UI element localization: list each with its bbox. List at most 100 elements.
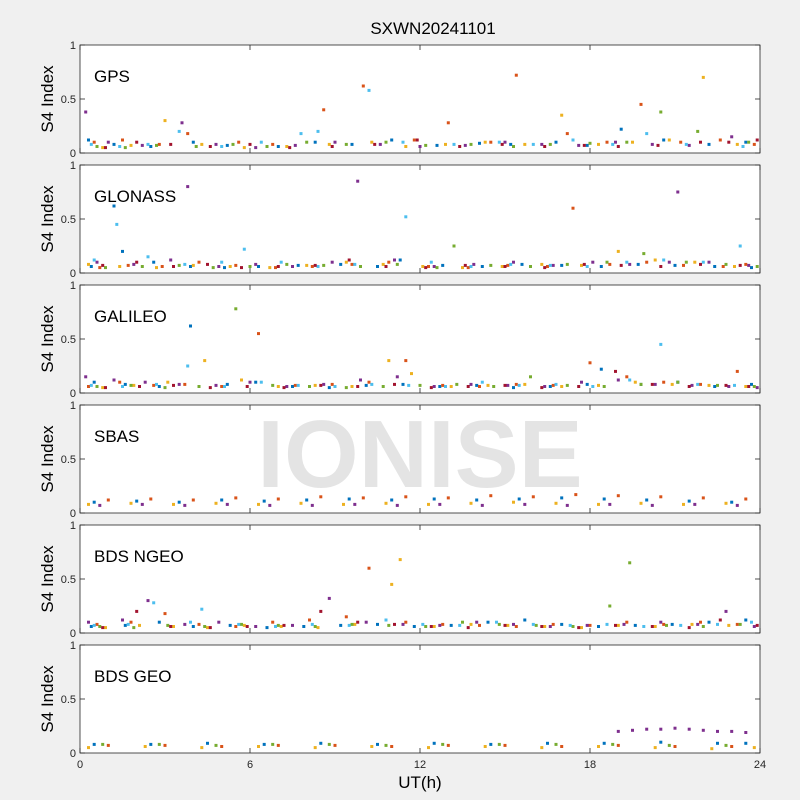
data-point bbox=[540, 386, 544, 390]
data-point bbox=[393, 258, 396, 262]
data-point bbox=[506, 263, 510, 267]
data-point bbox=[248, 380, 252, 384]
data-point bbox=[344, 142, 348, 146]
y-tick-label: 0.5 bbox=[61, 574, 76, 586]
data-point bbox=[483, 140, 487, 144]
series-5 bbox=[89, 88, 745, 148]
data-point bbox=[322, 382, 326, 386]
y-axis-label: S4 Index bbox=[38, 545, 57, 613]
data-point bbox=[106, 743, 110, 747]
data-point bbox=[140, 265, 144, 268]
y-tick-label: 0.5 bbox=[61, 454, 76, 466]
data-point bbox=[344, 260, 348, 264]
data-point bbox=[104, 146, 107, 150]
data-point bbox=[461, 620, 464, 624]
data-point bbox=[367, 566, 371, 570]
data-point bbox=[291, 623, 294, 627]
data-point bbox=[415, 138, 419, 142]
data-point bbox=[384, 743, 388, 747]
data-point bbox=[353, 262, 357, 266]
data-point bbox=[605, 622, 609, 626]
data-point bbox=[350, 385, 354, 388]
data-point bbox=[104, 626, 107, 630]
data-point bbox=[191, 263, 195, 267]
panel-label: GLONASS bbox=[94, 187, 176, 206]
data-point bbox=[659, 620, 663, 624]
data-point bbox=[616, 145, 620, 148]
data-point bbox=[330, 145, 334, 148]
data-point bbox=[733, 265, 736, 268]
data-point bbox=[401, 140, 405, 144]
data-point bbox=[155, 382, 158, 386]
data-point bbox=[614, 369, 617, 373]
data-point bbox=[713, 385, 717, 388]
data-point bbox=[401, 382, 405, 386]
data-point bbox=[495, 620, 498, 624]
data-point bbox=[92, 742, 96, 746]
data-point bbox=[616, 623, 620, 627]
data-point bbox=[234, 496, 238, 500]
series-2 bbox=[101, 359, 748, 390]
data-point bbox=[750, 620, 753, 624]
data-point bbox=[531, 142, 535, 146]
data-point bbox=[531, 495, 535, 499]
series-6 bbox=[101, 258, 742, 270]
data-point bbox=[444, 142, 447, 146]
data-point bbox=[625, 140, 629, 144]
data-point bbox=[667, 138, 671, 142]
data-point bbox=[390, 745, 394, 748]
data-point bbox=[327, 596, 331, 600]
data-point bbox=[237, 622, 241, 626]
data-point bbox=[560, 622, 564, 626]
series-2 bbox=[87, 249, 736, 270]
data-point bbox=[214, 501, 218, 505]
data-point bbox=[276, 497, 280, 501]
data-point bbox=[265, 626, 269, 630]
data-point bbox=[707, 260, 711, 264]
data-point bbox=[565, 383, 569, 387]
data-point bbox=[512, 386, 515, 390]
data-point bbox=[665, 623, 668, 627]
data-point bbox=[696, 382, 700, 386]
data-point bbox=[271, 142, 275, 146]
data-point bbox=[92, 500, 96, 504]
data-point bbox=[390, 138, 394, 142]
data-point bbox=[118, 380, 122, 384]
data-point bbox=[427, 502, 430, 506]
data-point bbox=[512, 500, 515, 504]
data-point bbox=[554, 742, 558, 746]
data-point bbox=[223, 266, 226, 270]
data-point bbox=[466, 626, 470, 630]
data-point bbox=[755, 138, 759, 142]
data-point bbox=[276, 385, 280, 388]
data-point bbox=[619, 127, 623, 131]
data-point bbox=[177, 382, 181, 386]
data-point bbox=[514, 382, 518, 386]
data-point bbox=[101, 626, 105, 630]
series-1 bbox=[106, 743, 734, 748]
data-point bbox=[424, 266, 428, 270]
data-point bbox=[727, 623, 731, 627]
data-point bbox=[87, 620, 90, 624]
data-point bbox=[200, 607, 204, 611]
data-point bbox=[735, 503, 739, 507]
data-point bbox=[172, 383, 175, 387]
data-point bbox=[274, 266, 277, 270]
data-point bbox=[92, 140, 96, 144]
data-point bbox=[441, 742, 445, 746]
data-point bbox=[744, 385, 748, 388]
panel-5: 0 0.5 1 BDS GEO S4 Index bbox=[38, 640, 761, 760]
data-point bbox=[435, 266, 439, 270]
panel-4: 0 0.5 1 BDS NGEO S4 Index bbox=[38, 520, 761, 640]
data-point bbox=[571, 206, 575, 210]
data-point bbox=[693, 260, 697, 264]
data-point bbox=[676, 380, 680, 384]
data-point bbox=[163, 386, 167, 390]
panel-label: SBAS bbox=[94, 427, 139, 446]
data-point bbox=[401, 622, 405, 626]
data-point bbox=[614, 140, 617, 144]
data-point bbox=[228, 265, 232, 268]
data-point bbox=[112, 378, 116, 382]
data-point bbox=[129, 501, 133, 505]
panels: 0 0.5 1 GPS S4 Index 0 0.5 1 GLONASS S4 Index 0 0.5… bbox=[38, 40, 761, 760]
